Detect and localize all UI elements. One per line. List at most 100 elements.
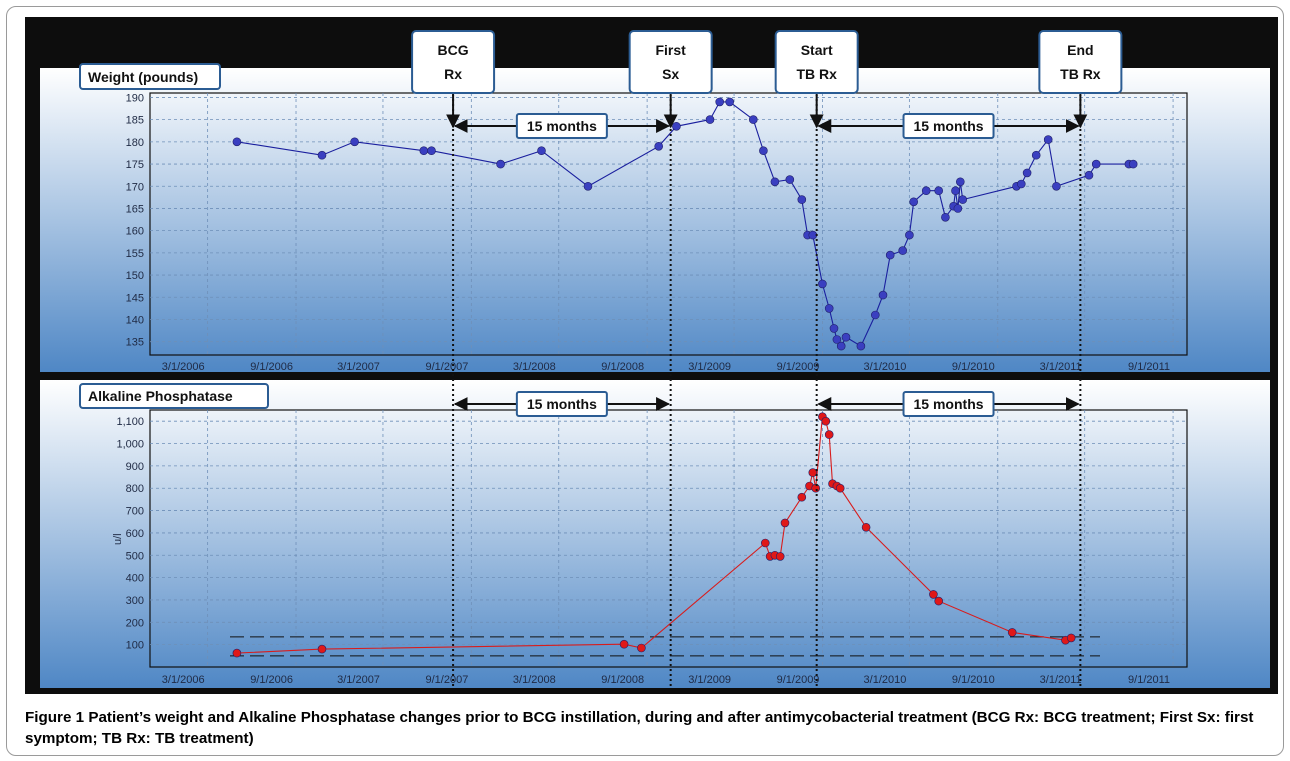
weight-data-point xyxy=(654,142,664,151)
weight-data-point xyxy=(1084,170,1094,180)
event-box-end-tb xyxy=(1038,30,1123,94)
alp-data-point xyxy=(835,483,845,493)
weight-data-point xyxy=(537,146,546,155)
weight-data-point xyxy=(232,137,242,147)
alp-y-tick-label: 900 xyxy=(126,461,144,473)
alp-x-tick-label: 3/1/2009 xyxy=(688,674,731,686)
weight-data-point xyxy=(898,246,908,255)
weight-data-point xyxy=(808,230,818,240)
weight-data-point xyxy=(905,230,914,240)
alp-y-tick-label: 300 xyxy=(126,595,144,607)
weight-data-point xyxy=(958,195,968,204)
weight-data-point xyxy=(583,182,593,191)
alp-data-point xyxy=(619,639,629,649)
alp-series xyxy=(232,412,1076,658)
alp-tick-labels: 100 200 300 400 500 600 700 800 900 1,000 1,100 3/1… xyxy=(116,416,1170,686)
weight-title-box xyxy=(79,63,221,90)
weight-data-point xyxy=(1091,159,1101,169)
alp-x-tick-label: 9/1/2010 xyxy=(952,674,995,686)
weight-y-tick-label: 180 xyxy=(126,137,144,149)
weight-data-point xyxy=(941,213,950,222)
alp-panel-title: Alkaline Phosphatase xyxy=(88,388,233,404)
interval-label-box xyxy=(902,391,995,417)
event-label-bcg-line1: BCG xyxy=(438,42,469,58)
weight-data-point xyxy=(725,97,735,107)
caption-figure-label: Figure 1 xyxy=(25,709,85,726)
alp-data-point xyxy=(808,468,818,477)
interval-label-box xyxy=(515,113,608,139)
weight-data-point xyxy=(836,341,846,351)
weight-y-tick-label: 190 xyxy=(126,92,144,104)
alp-data-point xyxy=(1066,633,1076,643)
weight-data-point xyxy=(885,250,895,260)
weight-data-point xyxy=(748,115,758,124)
weight-y-tick-label: 135 xyxy=(126,337,144,349)
alp-x-tick-label: 3/1/2010 xyxy=(864,674,907,686)
weight-panel-title: Weight (pounds) xyxy=(88,69,198,85)
event-label-end-tb-line2: TB Rx xyxy=(1060,66,1101,82)
weight-y-tick-label: 140 xyxy=(126,314,144,326)
interval-label: 15 months xyxy=(527,396,597,412)
alp-x-tick-label: 3/1/2008 xyxy=(513,674,556,686)
weight-x-tick-label: 3/1/2009 xyxy=(688,361,731,373)
alp-x-tick-label: 9/1/2011 xyxy=(1128,674,1170,686)
alp-data-point xyxy=(780,518,790,528)
weight-x-tick-label: 3/1/2010 xyxy=(864,361,907,373)
weight-data-point xyxy=(818,279,827,289)
alp-x-tick-label: 9/1/2006 xyxy=(250,674,293,686)
weight-data-point xyxy=(953,204,963,213)
weight-y-tick-label: 155 xyxy=(126,248,144,260)
alp-y-axis-label: u/l xyxy=(112,533,124,545)
weight-data-point xyxy=(1043,135,1053,144)
event-annotations: BCG Rx First Sx Start TB Rx End TB Rx 15 months 1… xyxy=(411,30,1123,688)
alp-y-tick-label: 800 xyxy=(126,483,144,495)
weight-x-tick-label: 9/1/2010 xyxy=(952,361,995,373)
weight-data-point xyxy=(955,177,965,187)
weight-data-point xyxy=(909,197,919,207)
weight-y-tick-label: 185 xyxy=(126,115,144,127)
weight-data-point xyxy=(770,177,780,187)
weight-panel-area xyxy=(40,68,1270,372)
weight-data-point xyxy=(878,290,888,300)
weight-data-point xyxy=(1128,159,1138,169)
alp-data-point xyxy=(934,596,944,606)
weight-x-tick-label: 9/1/2007 xyxy=(426,361,469,373)
weight-y-tick-label: 150 xyxy=(126,270,144,282)
weight-series xyxy=(232,97,1138,351)
weight-x-tick-label: 9/1/2009 xyxy=(777,361,820,373)
alp-x-tick-label: 3/1/2011 xyxy=(1040,674,1082,686)
alp-data-point xyxy=(760,538,770,548)
event-label-first-sx-line2: Sx xyxy=(662,66,679,82)
alp-data-point xyxy=(775,552,785,561)
alp-data-point xyxy=(317,644,327,654)
weight-tick-labels: 135 140 145 150 155 160 165 170 175 180 185 190 3/1/… xyxy=(126,92,1170,373)
weight-y-tick-label: 175 xyxy=(126,159,144,171)
weight-x-tick-label: 9/1/2006 xyxy=(250,361,293,373)
event-label-first-sx-line1: First xyxy=(655,42,686,58)
weight-x-tick-label: 3/1/2006 xyxy=(162,361,205,373)
weight-data-point xyxy=(797,195,807,204)
weight-data-point xyxy=(496,159,505,169)
alp-data-point xyxy=(637,643,646,653)
weight-data-point xyxy=(1016,179,1026,189)
event-box-first-sx xyxy=(628,30,713,94)
alp-x-tick-label: 9/1/2009 xyxy=(777,674,820,686)
weight-y-tick-label: 165 xyxy=(126,203,144,215)
event-label-start-tb-line2: TB Rx xyxy=(796,66,837,82)
interval-label: 15 months xyxy=(914,396,984,412)
interval-label-box xyxy=(515,391,608,417)
weight-data-point xyxy=(419,146,429,155)
alp-data-point xyxy=(232,648,242,658)
weight-data-point xyxy=(951,186,960,195)
weight-data-point xyxy=(832,335,842,344)
weight-x-tick-label: 3/1/2008 xyxy=(513,361,556,373)
caption-text: Patient’s weight and Alkaline Phosphatas… xyxy=(25,709,1254,747)
weight-data-point xyxy=(1052,182,1061,191)
interval-label-box xyxy=(902,113,995,139)
event-box-bcg xyxy=(411,30,496,94)
event-label-end-tb-line1: End xyxy=(1067,42,1093,58)
event-label-bcg-line2: Rx xyxy=(444,66,462,82)
alp-y-tick-label: 400 xyxy=(126,573,144,585)
alp-y-tick-label: 600 xyxy=(126,528,144,540)
